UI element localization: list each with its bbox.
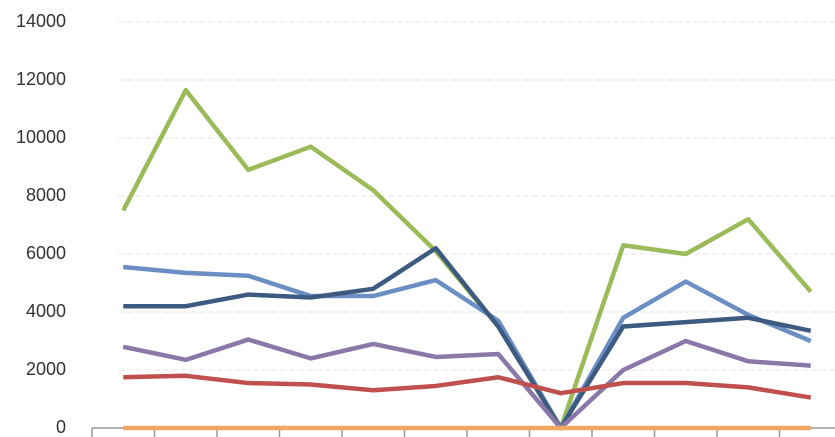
line-series [123,264,812,431]
y-tick-label: 10000 [16,127,66,147]
line-series [123,245,812,431]
y-tick-label: 4000 [26,301,66,321]
y-tick-label: 8000 [26,185,66,205]
y-tick-label: 6000 [26,243,66,263]
line-series [121,87,813,431]
line-series [123,373,812,400]
line-series [122,337,811,431]
y-tick-label: 2000 [26,359,66,379]
y-tick-label: 12000 [16,69,66,89]
y-tick-label: 0 [56,417,66,437]
y-tick-label: 14000 [16,11,66,31]
